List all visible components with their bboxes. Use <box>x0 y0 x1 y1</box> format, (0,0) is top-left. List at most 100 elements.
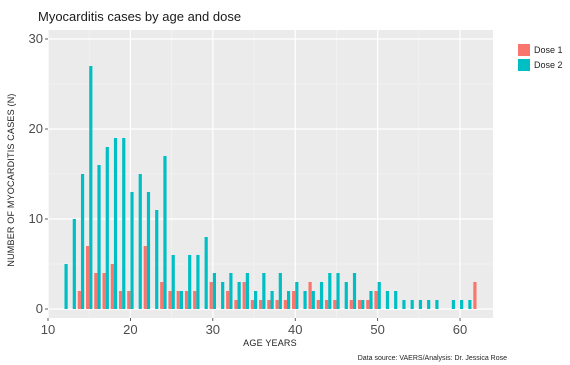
bar-dose-1 <box>118 291 123 309</box>
bar-dose-1 <box>86 246 90 309</box>
bar-dose-1 <box>308 282 312 309</box>
bar-dose-1 <box>234 300 238 309</box>
bar-dose-1 <box>168 291 172 309</box>
bar-dose-1 <box>366 300 370 309</box>
bar-dose-1 <box>473 282 477 309</box>
bar-dose-1 <box>267 300 271 309</box>
bar-dose-2 <box>336 273 340 309</box>
bar-dose-2 <box>155 210 159 309</box>
bar-dose-2 <box>163 156 167 309</box>
bar-dose-2 <box>80 174 85 309</box>
bar-dose-1 <box>292 291 296 309</box>
bars-layer <box>64 66 477 309</box>
bar-dose-2 <box>402 300 406 309</box>
bar-dose-1 <box>349 300 353 309</box>
bar-dose-2 <box>295 282 299 309</box>
bar-dose-2 <box>344 282 348 309</box>
bar-dose-1 <box>275 300 279 309</box>
bar-dose-2 <box>410 300 414 309</box>
x-tick-label: 20 <box>123 322 137 337</box>
bar-dose-1 <box>110 264 114 309</box>
bar-dose-1 <box>77 291 81 309</box>
bar-dose-2 <box>451 300 455 309</box>
bar-dose-2 <box>286 291 291 309</box>
y-tick-label: 0 <box>36 301 43 316</box>
bar-dose-2 <box>97 165 101 309</box>
bar-dose-1 <box>160 282 164 309</box>
bar-dose-2 <box>113 138 118 309</box>
bar-dose-2 <box>427 300 431 309</box>
bar-dose-2 <box>377 282 381 309</box>
bar-dose-2 <box>270 291 274 309</box>
y-tick-label: 10 <box>29 211 43 226</box>
y-tick-label: 30 <box>29 31 43 46</box>
bar-dose-1 <box>193 291 197 309</box>
bar-dose-1 <box>176 291 180 309</box>
bar-dose-2 <box>212 273 217 309</box>
bar-dose-2 <box>204 237 208 309</box>
legend-label: Dose 2 <box>534 60 563 70</box>
bar-dose-2 <box>435 300 439 309</box>
legend-key-dose-1 <box>518 44 530 56</box>
bar-dose-1 <box>316 300 320 309</box>
bar-dose-2 <box>171 255 175 309</box>
bar-dose-2 <box>311 291 315 309</box>
bar-dose-2 <box>130 192 134 309</box>
bar-dose-2 <box>262 273 266 309</box>
bar-dose-2 <box>385 291 390 309</box>
bar-dose-1 <box>143 246 147 309</box>
bar-dose-1 <box>226 291 230 309</box>
x-tick-label: 60 <box>453 322 467 337</box>
x-tick-label: 10 <box>41 322 55 337</box>
bar-dose-1 <box>209 282 213 309</box>
bar-dose-1 <box>242 282 246 309</box>
chart-title: Myocarditis cases by age and dose <box>38 9 241 24</box>
bar-dose-2 <box>122 138 126 309</box>
x-axis-ticks: 10 20 30 40 50 60 <box>41 318 467 337</box>
bar-dose-1 <box>283 300 287 309</box>
legend: Dose 1 Dose 2 <box>518 44 563 71</box>
bar-dose-2 <box>179 291 184 309</box>
bar-dose-2 <box>254 291 258 309</box>
bar-dose-1 <box>127 291 131 309</box>
bar-dose-2 <box>188 255 192 309</box>
x-axis-title: AGE YEARS <box>243 338 297 348</box>
legend-key-dose-2 <box>518 59 530 71</box>
bar-dose-2 <box>369 291 373 309</box>
y-tick-label: 20 <box>29 121 43 136</box>
bar-dose-2 <box>72 219 76 309</box>
bar-dose-1 <box>357 300 362 309</box>
x-tick-label: 30 <box>206 322 220 337</box>
bar-dose-1 <box>374 291 378 309</box>
y-axis-title: NUMBER OF MYOCARDITIS CASES (N) <box>6 93 16 266</box>
bar-dose-2 <box>146 192 151 309</box>
x-tick-label: 40 <box>288 322 302 337</box>
bar-dose-2 <box>468 300 472 309</box>
bar-dose-2 <box>196 255 200 309</box>
bar-dose-1 <box>94 273 98 309</box>
bar-dose-2 <box>460 300 464 309</box>
bar-dose-2 <box>418 300 423 309</box>
bar-dose-1 <box>250 300 255 309</box>
y-axis-ticks: 0 10 20 30 <box>29 31 48 316</box>
bar-dose-1 <box>333 300 337 309</box>
bar-dose-1 <box>324 300 329 309</box>
bar-dose-2 <box>237 282 241 309</box>
bar-dose-2 <box>89 66 93 309</box>
bar-dose-2 <box>394 291 398 309</box>
legend-label: Dose 1 <box>534 45 563 55</box>
bar-dose-2 <box>278 273 282 309</box>
bar-dose-2 <box>303 291 307 309</box>
data-source-note: Data source: VAERS/Analysis: Dr. Jessica… <box>358 355 507 362</box>
bar-dose-2 <box>245 273 249 309</box>
bar-dose-2 <box>361 300 365 309</box>
bar-dose-2 <box>105 147 109 309</box>
bar-dose-2 <box>138 174 142 309</box>
x-tick-label: 50 <box>370 322 384 337</box>
bar-dose-2 <box>229 273 233 309</box>
bar-dose-1 <box>259 300 263 309</box>
bar-dose-2 <box>352 273 357 309</box>
bar-dose-2 <box>328 273 332 309</box>
bar-dose-1 <box>184 291 189 309</box>
